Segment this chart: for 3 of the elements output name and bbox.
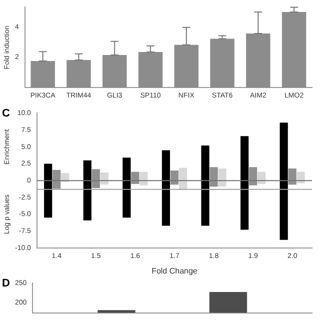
x-axis-title: Fold Change: [152, 266, 198, 276]
chart-title: D: [2, 278, 10, 290]
chart-title: C: [2, 108, 10, 120]
